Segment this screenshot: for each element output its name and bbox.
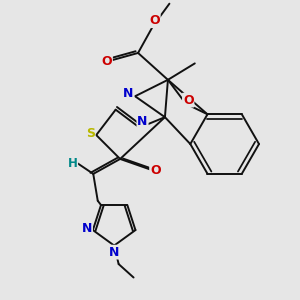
Text: N: N: [137, 115, 148, 128]
Text: N: N: [109, 246, 119, 259]
Text: N: N: [82, 222, 92, 235]
Text: S: S: [86, 127, 95, 140]
Text: O: O: [149, 14, 160, 27]
Text: N: N: [123, 87, 134, 100]
Text: O: O: [101, 55, 112, 68]
Text: O: O: [150, 164, 161, 177]
Text: H: H: [68, 157, 77, 170]
Text: O: O: [183, 94, 194, 106]
